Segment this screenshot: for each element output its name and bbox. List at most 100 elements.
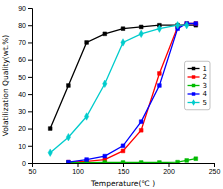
series-point bbox=[85, 158, 89, 162]
x-axis: 50 100 150 200 250 bbox=[29, 163, 221, 175]
y-axis-tick: 90 bbox=[18, 5, 32, 12]
tick-label: 60 bbox=[18, 56, 26, 63]
tick-label: 50 bbox=[18, 74, 26, 81]
series-point bbox=[158, 84, 162, 88]
x-axis-line bbox=[33, 164, 215, 168]
series-point bbox=[48, 149, 52, 156]
tick-label: 250 bbox=[209, 168, 221, 175]
legend-entry: 3 bbox=[188, 82, 207, 90]
series-point bbox=[67, 160, 71, 163]
y-axis-tick: 40 bbox=[18, 91, 32, 98]
series-point bbox=[194, 157, 198, 161]
legend-marker bbox=[192, 99, 196, 105]
x-axis-tick: 150 bbox=[118, 163, 130, 175]
tick-mark bbox=[28, 25, 32, 26]
marks bbox=[48, 22, 198, 163]
y-axis: 0 10 20 30 40 50 60 70 80 90 bbox=[18, 5, 32, 167]
legend-entry: 2 bbox=[188, 73, 207, 81]
tick-mark bbox=[28, 94, 32, 95]
series-line bbox=[68, 24, 195, 163]
tick-mark bbox=[28, 146, 32, 147]
series-line bbox=[68, 24, 195, 163]
series-point bbox=[103, 32, 107, 36]
tick-label: 70 bbox=[18, 39, 26, 46]
legend-entry: 4 bbox=[188, 90, 208, 98]
series-line bbox=[50, 25, 187, 152]
tick-label: 30 bbox=[18, 108, 26, 115]
tick-label: 40 bbox=[18, 91, 26, 98]
legend-box bbox=[185, 61, 210, 110]
legend-label: 2 bbox=[203, 73, 207, 81]
y-axis-tick: 0 bbox=[22, 160, 32, 167]
series-point bbox=[103, 154, 107, 158]
series-point bbox=[84, 113, 88, 120]
x-axis-tick: 200 bbox=[163, 163, 175, 175]
y-axis-tick: 70 bbox=[18, 39, 32, 46]
series-point bbox=[139, 30, 143, 37]
legend: 12345 bbox=[185, 61, 210, 110]
series-point bbox=[194, 22, 198, 26]
tick-label: 90 bbox=[18, 5, 26, 12]
legend-marker bbox=[192, 75, 195, 78]
tick-label: 200 bbox=[163, 168, 175, 175]
series-point bbox=[103, 80, 107, 87]
plot: 50 100 150 200 250 0 10 20 30 40 50 60 70 80 90 12345 bbox=[18, 5, 220, 175]
series-point bbox=[157, 25, 161, 32]
series-point bbox=[121, 144, 125, 148]
y-axis-tick: 80 bbox=[18, 22, 32, 29]
tick-mark bbox=[28, 129, 32, 130]
series-point bbox=[67, 84, 71, 88]
series-point bbox=[85, 41, 89, 45]
tick-label: 100 bbox=[72, 168, 84, 175]
tick-mark bbox=[28, 111, 32, 112]
legend-marker bbox=[192, 67, 195, 70]
tick-label: 80 bbox=[18, 22, 26, 29]
series-point bbox=[194, 22, 198, 26]
tick-label: 10 bbox=[18, 143, 26, 150]
tick-label: 0 bbox=[22, 160, 26, 167]
series bbox=[48, 22, 189, 157]
series bbox=[67, 157, 198, 163]
series-point bbox=[103, 161, 107, 163]
legend-marker bbox=[192, 84, 195, 87]
legend-label: 1 bbox=[203, 65, 207, 73]
x-axis-tick: 100 bbox=[72, 163, 84, 175]
y-axis-tick: 50 bbox=[18, 74, 32, 81]
legend-label: 4 bbox=[203, 90, 208, 98]
tick-mark bbox=[28, 77, 32, 78]
tick-mark bbox=[123, 163, 124, 167]
series-point bbox=[176, 160, 180, 163]
series-point bbox=[185, 22, 189, 29]
y-axis-title: Volatilization Quality(wt.%) bbox=[1, 35, 10, 137]
series-point bbox=[175, 22, 179, 29]
tick-mark bbox=[169, 163, 170, 167]
tick-label: 150 bbox=[118, 168, 130, 175]
y-axis-tick: 20 bbox=[18, 125, 32, 132]
x-axis-tick: 250 bbox=[209, 163, 221, 175]
tick-mark bbox=[28, 60, 32, 61]
series-point bbox=[121, 39, 125, 46]
series-point bbox=[121, 161, 125, 163]
series-point bbox=[66, 133, 70, 140]
y-axis-tick: 60 bbox=[18, 56, 32, 63]
y-axis-tick: 30 bbox=[18, 108, 32, 115]
legend-entry: 1 bbox=[188, 65, 207, 73]
tick-mark bbox=[78, 163, 79, 167]
tick-label: 50 bbox=[29, 168, 37, 175]
tick-mark bbox=[214, 163, 215, 167]
series-point bbox=[139, 161, 143, 163]
tick-label: 20 bbox=[18, 125, 26, 132]
x-axis-title: Temperature(℃ ) bbox=[90, 179, 155, 188]
series-point bbox=[67, 161, 71, 163]
series bbox=[67, 22, 198, 163]
series-point bbox=[121, 149, 125, 153]
series-point bbox=[185, 159, 189, 163]
series-point bbox=[48, 127, 52, 131]
legend-label: 3 bbox=[203, 82, 207, 90]
legend-entry: 5 bbox=[188, 99, 207, 107]
series-point bbox=[158, 72, 162, 76]
legend-marker bbox=[192, 92, 195, 95]
series-point bbox=[139, 25, 143, 29]
y-axis-line bbox=[28, 9, 33, 164]
x-axis-tick: 50 bbox=[29, 163, 37, 175]
